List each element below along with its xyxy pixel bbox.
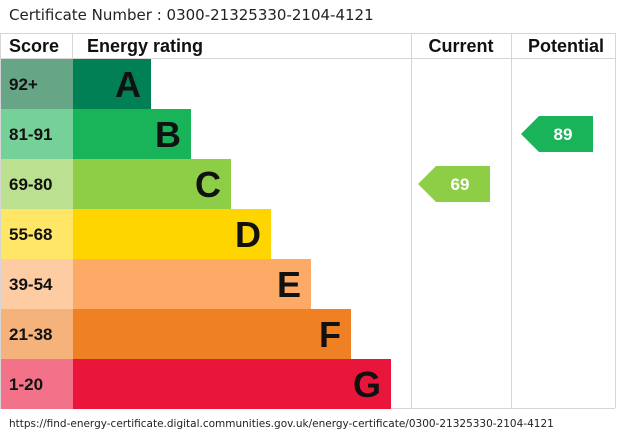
header-potential: Potential (528, 36, 604, 56)
header-score: Score (9, 36, 59, 56)
certificate-url: https://find-energy-certificate.digital.… (9, 418, 554, 430)
score-range-c: 69-80 (9, 175, 52, 194)
score-range-e: 39-54 (9, 275, 53, 294)
rating-bar-d (73, 209, 271, 259)
rating-bar-f (73, 309, 351, 359)
current-rating-arrow (418, 166, 490, 202)
rating-letter-g: G (353, 364, 381, 405)
rating-bar-e (73, 259, 311, 309)
rating-letter-e: E (277, 264, 301, 305)
score-cell-g (1, 359, 73, 409)
potential-rating-value: 89 (554, 125, 573, 144)
score-cell-b (1, 109, 73, 159)
score-range-g: 1-20 (9, 375, 43, 394)
rating-bar-g (73, 359, 391, 409)
rating-bar-c (73, 159, 231, 209)
certificate-number: Certificate Number : 0300-21325330-2104-… (9, 6, 374, 24)
score-cell-e (1, 259, 73, 309)
score-cell-f (1, 309, 73, 359)
score-cell-a (1, 59, 73, 109)
rating-letter-d: D (235, 214, 261, 255)
score-range-a: 92+ (9, 75, 38, 94)
header-current: Current (428, 36, 493, 56)
score-cell-d (1, 209, 73, 259)
score-range-d: 55-68 (9, 225, 52, 244)
score-range-f: 21-38 (9, 325, 52, 344)
rating-letter-b: B (155, 114, 181, 155)
potential-rating-arrow (521, 116, 593, 152)
rating-letter-a: A (115, 64, 141, 105)
rating-letter-f: F (319, 314, 341, 355)
score-cell-c (1, 159, 73, 209)
current-rating-value: 69 (451, 175, 470, 194)
score-range-b: 81-91 (9, 125, 52, 144)
rating-bar-b (73, 109, 191, 159)
rating-letter-c: C (195, 164, 221, 205)
rating-bar-a (73, 59, 151, 109)
header-energy-rating: Energy rating (87, 36, 203, 56)
